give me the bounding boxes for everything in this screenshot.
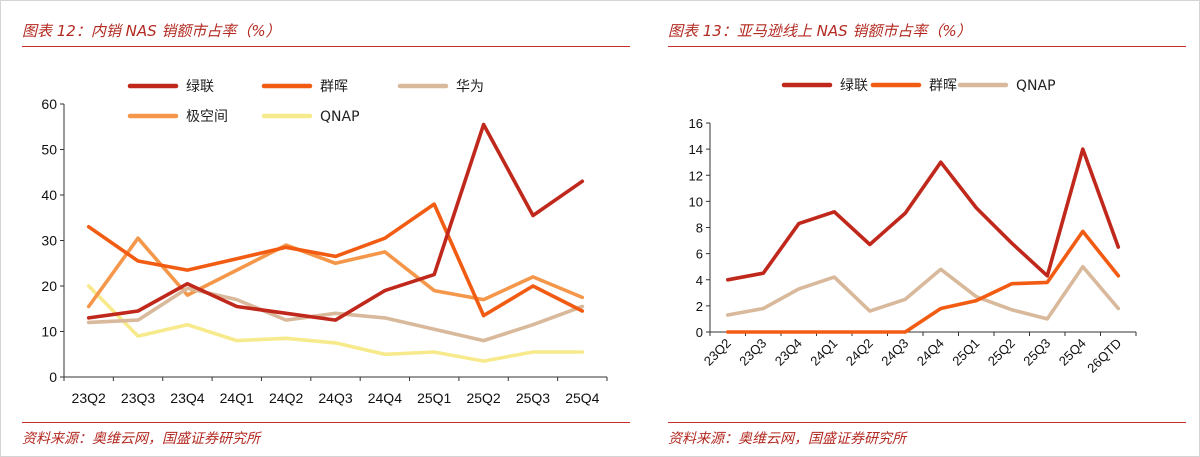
series-line-0 xyxy=(86,122,585,322)
legend-label: QNAP xyxy=(1016,78,1056,94)
legend-label: 华为 xyxy=(456,79,484,95)
x-tick-label: 25Q3 xyxy=(1020,336,1053,369)
chart-panel-domestic: 图表 12：内销 NAS 销额市占率（%） 0 10 20 30 40 50 60 23Q2 2… xyxy=(22,0,632,457)
legend-label: QNAP xyxy=(320,109,360,125)
y-tick-label: 20 xyxy=(41,278,57,294)
x-tick-label: 25Q4 xyxy=(565,390,599,406)
y-tick-label: 40 xyxy=(41,187,57,203)
legend-label: 群晖 xyxy=(929,78,957,94)
legend-label: 绿联 xyxy=(840,78,868,94)
x-tick-label: 25Q2 xyxy=(466,390,500,406)
x-tick-label: 24Q1 xyxy=(807,336,840,369)
y-tick-label: 16 xyxy=(689,116,703,131)
x-tick-label: 23Q4 xyxy=(772,336,805,369)
y-tick-label: 50 xyxy=(41,142,57,158)
x-tick-label: 24Q3 xyxy=(318,390,352,406)
x-tick-label: 23Q3 xyxy=(121,390,155,406)
y-tick-label: 10 xyxy=(41,324,57,340)
y-tick-label: 0 xyxy=(49,369,57,385)
series-line-0 xyxy=(725,147,1121,282)
x-tick-label: 26QTD xyxy=(1084,336,1124,376)
source-rule xyxy=(22,422,630,423)
x-tick-label: 23Q2 xyxy=(701,336,734,369)
title-rule xyxy=(668,46,1186,47)
chart-title: 图表 12：内销 NAS 销额市占率（%） xyxy=(22,22,281,40)
series-line-2 xyxy=(725,264,1121,321)
legend-label: 极空间 xyxy=(186,109,228,125)
series-line-1 xyxy=(86,202,585,318)
x-tick-label: 24Q4 xyxy=(914,336,947,369)
line-chart-domestic: 0 10 20 30 40 50 60 23Q2 23Q3 23Q4 24Q1 24Q2 24Q3 24Q… xyxy=(41,79,608,406)
y-tick-label: 30 xyxy=(41,233,57,249)
source-note: 资料来源：奥维云网，国盛证券研究所 xyxy=(668,431,906,447)
y-tick-label: 0 xyxy=(696,325,703,340)
y-tick-label: 8 xyxy=(696,221,703,236)
series-line-1 xyxy=(725,229,1121,334)
chart-title: 图表 13：亚马逊线上 NAS 销额市占率（%） xyxy=(668,22,972,40)
x-tick-label: 23Q4 xyxy=(170,390,204,406)
series-line-4 xyxy=(86,284,585,363)
y-tick-label: 14 xyxy=(689,142,703,157)
series-line-3 xyxy=(86,236,585,309)
x-tick-label: 25Q4 xyxy=(1056,336,1089,369)
y-tick-label: 12 xyxy=(689,168,703,183)
x-tick-label: 23Q2 xyxy=(72,390,106,406)
y-tick-label: 4 xyxy=(696,273,703,288)
x-tick-label: 24Q2 xyxy=(269,390,303,406)
chart-panel-amazon: 图表 13：亚马逊线上 NAS 销额市占率（%） 0 2 4 6 8 10 12 14 16 23… xyxy=(668,0,1188,457)
legend-label: 绿联 xyxy=(186,79,214,95)
source-rule xyxy=(668,422,1186,423)
y-tick-label: 60 xyxy=(41,96,57,112)
x-tick-label: 24Q4 xyxy=(368,390,402,406)
series-line-2 xyxy=(86,286,585,343)
x-tick-label: 25Q3 xyxy=(516,390,550,406)
legend-label: 群晖 xyxy=(320,79,348,95)
x-tick-label: 24Q1 xyxy=(220,390,254,406)
title-rule xyxy=(22,46,630,47)
source-note: 资料来源：奥维云网，国盛证券研究所 xyxy=(22,431,260,447)
line-chart-amazon: 0 2 4 6 8 10 12 14 16 23Q2 23Q3 23Q4 24Q1 24Q2 24Q3 24Q… xyxy=(689,78,1137,376)
x-tick-label: 24Q2 xyxy=(843,336,876,369)
x-tick-label: 24Q3 xyxy=(878,336,911,369)
x-tick-label: 25Q1 xyxy=(417,390,451,406)
x-tick-label: 25Q1 xyxy=(949,336,982,369)
x-tick-label: 25Q2 xyxy=(985,336,1018,369)
y-tick-label: 2 xyxy=(696,299,703,314)
x-tick-label: 23Q3 xyxy=(736,336,769,369)
y-tick-label: 6 xyxy=(696,247,703,262)
y-tick-label: 10 xyxy=(689,194,703,209)
